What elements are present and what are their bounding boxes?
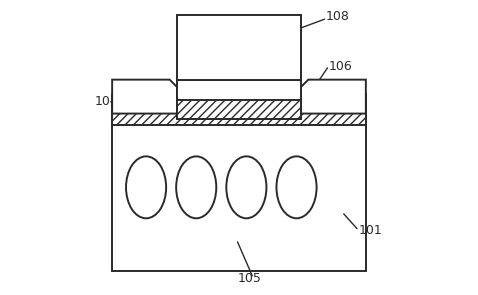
Text: 105: 105 xyxy=(238,272,261,285)
Bar xyxy=(177,80,301,119)
Bar xyxy=(177,15,301,80)
Text: 108: 108 xyxy=(326,10,350,23)
Text: 106: 106 xyxy=(329,60,353,73)
Bar xyxy=(177,100,301,119)
Ellipse shape xyxy=(126,156,166,218)
Text: 107: 107 xyxy=(95,95,119,108)
Ellipse shape xyxy=(276,156,316,218)
Text: 101: 101 xyxy=(358,224,382,237)
Ellipse shape xyxy=(176,156,216,218)
Bar xyxy=(112,94,366,271)
Ellipse shape xyxy=(226,156,266,218)
Polygon shape xyxy=(112,80,177,114)
Polygon shape xyxy=(301,80,366,114)
Bar xyxy=(112,109,366,125)
